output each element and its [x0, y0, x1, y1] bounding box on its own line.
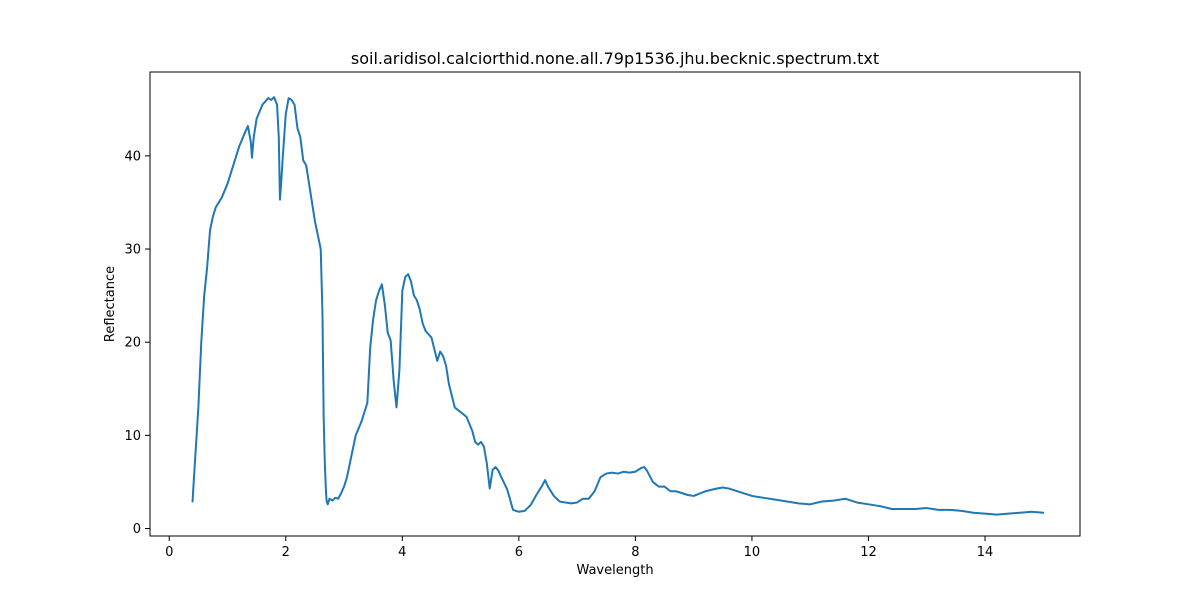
x-tick-label: 8 [631, 545, 639, 560]
x-axis-label: Wavelength [576, 563, 653, 578]
axes-frame [149, 71, 1081, 537]
chart-title: soil.aridisol.calciorthid.none.all.79p15… [351, 49, 879, 68]
plot-area [149, 71, 1081, 537]
y-tick-label: 40 [124, 149, 141, 164]
x-axis: 0 2 4 6 8 10 12 14 [165, 536, 993, 560]
series-layer [191, 96, 1045, 516]
series-line-1 [191, 96, 1045, 516]
x-tick-label: 10 [744, 545, 761, 560]
x-tick-label: 0 [165, 545, 173, 560]
x-tick-label: 2 [282, 545, 290, 560]
y-axis-label: Reflectance [103, 266, 118, 342]
y-tick-label: 30 [124, 243, 141, 258]
x-tick-label: 12 [860, 545, 877, 560]
x-tick-label: 6 [515, 545, 523, 560]
y-tick-label: 20 [124, 336, 141, 351]
y-axis: 0 10 20 30 40 [124, 149, 150, 537]
y-tick-label: 10 [124, 429, 141, 444]
x-tick-label: 14 [977, 545, 994, 560]
y-tick-label: 0 [133, 522, 141, 537]
x-tick-label: 4 [398, 545, 406, 560]
